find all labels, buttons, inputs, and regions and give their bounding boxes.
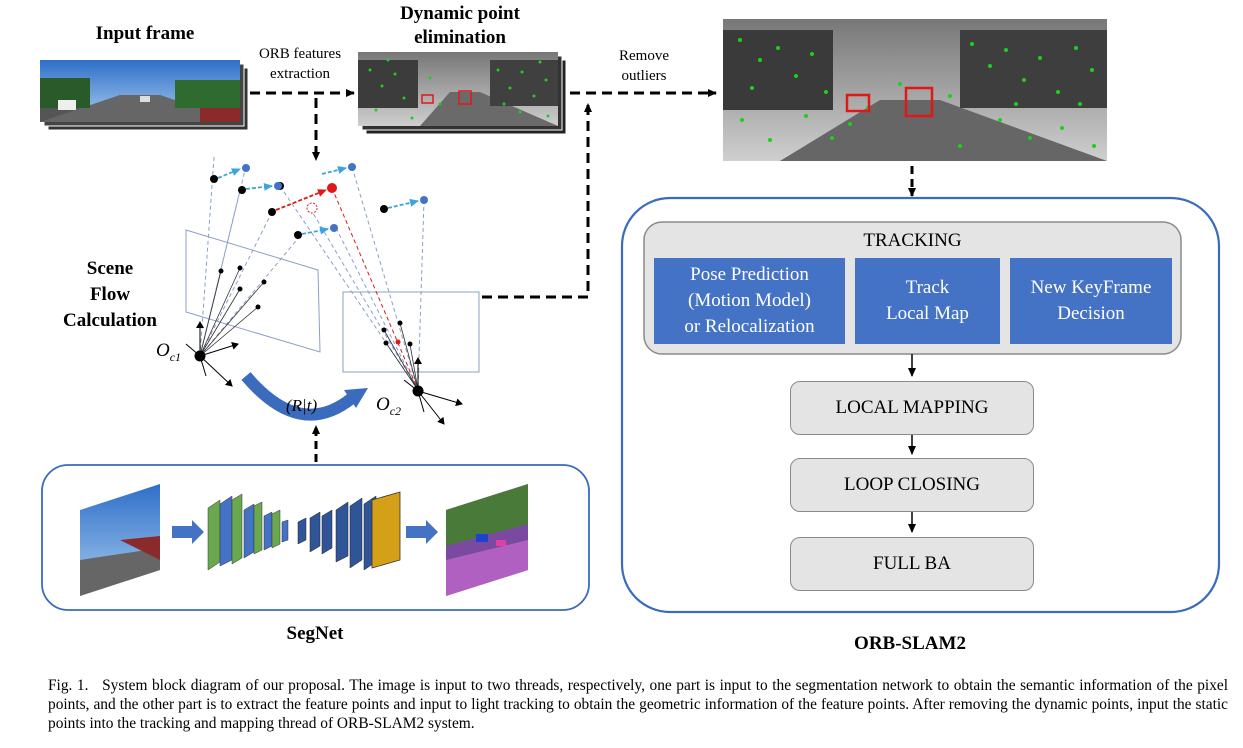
remove-outliers-label: Remove outliers (596, 46, 692, 86)
new-keyframe-line2: Decision (1057, 303, 1125, 324)
segnet-title: SegNet (286, 623, 344, 644)
caption-prefix: Fig. 1. (48, 677, 89, 694)
dynamic-point-title: Dynamic point elimination (370, 2, 550, 50)
input-frame-images (40, 60, 249, 131)
orbslam2-title: ORB-SLAM2 (854, 633, 966, 654)
orbslam2-panel (620, 196, 1221, 614)
orb-label-line2: extraction (270, 66, 330, 82)
camera2-label: Oc2 (376, 394, 401, 419)
scene-flow-line1: Scene (86, 258, 134, 279)
scene-flow-line3: Calculation (63, 310, 157, 331)
full-ba-box: FULL BA (790, 537, 1034, 591)
camera1-label: Oc1 (156, 340, 181, 365)
track-local-map-line2: Local Map (886, 303, 969, 324)
pose-prediction-line2: (Motion Model) (688, 290, 811, 311)
segnet-panel (41, 464, 590, 611)
dynamic-point-title-line1: Dynamic point (400, 3, 520, 24)
orb-extraction-label: ORB features extraction (240, 44, 360, 84)
track-local-map-box: Track Local Map (855, 258, 1000, 344)
local-mapping-box: LOCAL MAPPING (790, 381, 1034, 435)
figure-caption: Fig. 1. System block diagram of our prop… (48, 676, 1228, 733)
scene-flow-title: Scene Flow Calculation (40, 256, 180, 334)
dynamic-point-title-line2: elimination (414, 27, 506, 48)
camera1-symbol: O (156, 340, 170, 361)
pose-prediction-line3: or Relocalization (684, 316, 815, 337)
transform-label: (R|t) (286, 396, 318, 415)
output-feature-images (723, 19, 1108, 162)
caption-text: System block diagram of our proposal. Th… (48, 677, 1228, 732)
new-keyframe-line1: New KeyFrame (1030, 277, 1152, 298)
tracking-title: TRACKING (863, 230, 962, 251)
new-keyframe-box: New KeyFrame Decision (1010, 258, 1172, 344)
scene-flow-line2: Flow (89, 284, 131, 305)
pose-prediction-box: Pose Prediction (Motion Model) or Reloca… (654, 258, 845, 344)
loop-closing-box: LOOP CLOSING (790, 458, 1034, 512)
camera2-subscript: c2 (389, 403, 402, 418)
remove-label-line1: Remove (619, 48, 669, 64)
track-local-map-line1: Track (905, 277, 950, 298)
orb-label-line1: ORB features (258, 46, 342, 62)
pose-prediction-line1: Pose Prediction (690, 264, 809, 285)
dynamic-point-images (358, 52, 567, 135)
camera1-subscript: c1 (169, 349, 182, 364)
remove-label-line2: outliers (621, 68, 667, 84)
scene-flow-geometry (185, 156, 480, 425)
segnet-illustration (80, 484, 528, 596)
input-frame-title: Input frame (95, 23, 195, 44)
camera2-symbol: O (376, 394, 390, 415)
